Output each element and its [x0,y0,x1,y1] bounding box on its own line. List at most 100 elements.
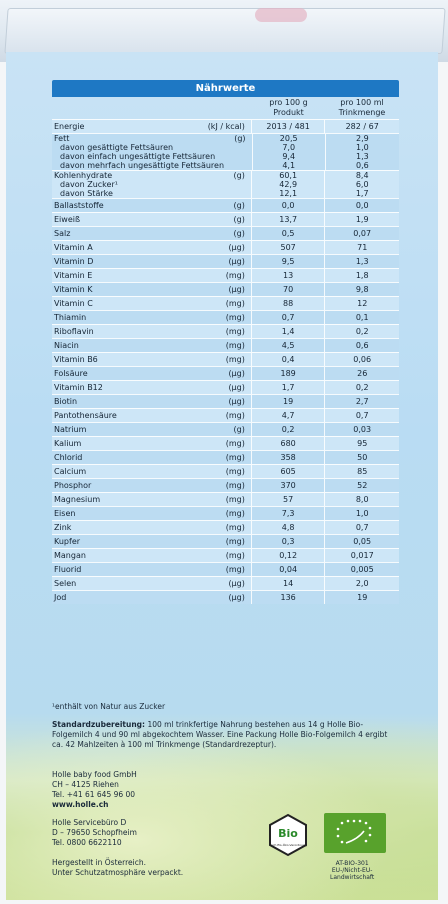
nutrient-row: Pantothensäure (mg) 4,7 0,7 [52,408,399,422]
nutrient-row: Eiweiß (g) 13,7 1,9 [52,212,399,226]
company-city: CH – 4125 Riehen [52,780,119,789]
value-per-100ml: 2,7 [324,395,399,408]
value-per-100ml: 1,8 [324,269,399,282]
cell-line: 680 [280,439,296,448]
subheader-spacer [52,97,252,119]
cell-line: 1,3 [356,152,369,161]
nutrient-unit: (µg) [203,577,251,590]
nutrient-name: Riboflavin [52,325,203,338]
col-header-per-100g: pro 100 g Produkt [252,97,325,119]
eu-stars-icon [336,819,372,844]
cell-line: 50 [357,453,368,462]
value-per-100ml: 8,0 [324,493,399,506]
cell-line: (mg) [225,411,245,420]
meadow-background [6,700,438,900]
cell-line: 95 [357,439,368,448]
col-header-line: Produkt [273,108,304,117]
cell-line: 4,1 [282,161,296,170]
value-per-100ml: 95 [324,437,399,450]
cell-line: 6,0 [355,180,369,189]
value-per-100g: 0,5 [250,227,325,240]
cell-line: 0,7 [355,523,369,532]
cell-line: Eiweiß [54,215,81,224]
cell-line: Folsäure [54,369,88,378]
value-per-100ml: 2,9 1,0 1,3 0,6 [324,134,399,170]
cell-line: 0,005 [350,565,374,574]
cell-line: 189 [280,369,296,378]
cell-line: 0,7 [281,313,295,322]
value-per-100ml: 0,2 [324,381,399,394]
cell-line: (g) [233,171,245,180]
cell-line: Niacin [54,341,79,350]
cell-line: (µg) [228,397,245,406]
nutrient-row: Biotin (µg) 19 2,7 [52,394,399,408]
nutrient-name: Fett davon gesättigte Fettsäuren davon ein… [52,134,224,170]
nutrient-name: Niacin [52,339,203,352]
nutrient-row: Vitamin E (mg) 13 1,8 [52,268,399,282]
preparation-text: Standardzubereitung: 100 ml trinkfertige… [52,720,397,750]
nutrient-name: Ballaststoffe [52,199,203,212]
nutrient-name: Salz [52,227,203,240]
cell-line: 0,5 [281,229,295,238]
value-per-100ml: 12 [324,297,399,310]
eu-agri-line2: Landwirtschaft [330,874,375,881]
nutrient-row: Niacin (mg) 4,5 0,6 [52,338,399,352]
cell-line: 9,4 [282,152,296,161]
nutrient-name: Vitamin B6 [52,353,203,366]
nutrient-name: Vitamin C [52,297,203,310]
cell-line: Selen [54,579,77,588]
nutrient-name: Fluorid [52,563,203,576]
preparation-body: 100 ml trinkfertige Nahrung bestehen aus… [52,720,388,749]
preparation-label: Standardzubereitung: [52,720,146,729]
nutrient-name: Thiamin [52,311,203,324]
nutrient-row: Kohlenhydrate davon Zucker¹ davon Stärke (g… [52,170,399,198]
cell-line: davon Stärke [60,189,113,198]
col-header-line: Trinkmenge [338,108,386,117]
nutrient-unit: (mg) [203,535,251,548]
cell-line: Riboflavin [54,327,94,336]
nutrient-name: Magnesium [52,493,203,506]
cell-line: Calcium [54,467,87,476]
nutrient-row: Fluorid (mg) 0,04 0,005 [52,562,399,576]
col-header-line: pro 100 ml [340,98,384,107]
cell-line: 7,0 [282,143,296,152]
cell-line: Chlorid [54,453,83,462]
nutrient-name: Vitamin E [52,269,203,282]
cell-line: davon gesättigte Fettsäuren [60,143,174,152]
cell-line: 0,2 [355,327,369,336]
nutrient-name: Energie [52,120,203,133]
cell-line: (g) [233,215,245,224]
cell-line: 42,9 [279,180,298,189]
box-top [0,0,448,62]
cell-line: 85 [357,467,368,476]
value-per-100g: 7,3 [250,507,325,520]
bio-seal-subtext: nach EG-Öko-Verordnung [269,842,307,847]
value-per-100ml: 0,7 [324,409,399,422]
value-per-100ml: 19 [324,591,399,604]
nutrient-name: Selen [52,577,203,590]
cell-line: (mg) [225,467,245,476]
nutrient-unit: (mg) [203,521,251,534]
value-per-100ml: 26 [324,367,399,380]
value-per-100ml: 0,06 [324,353,399,366]
nutrient-name: Kalium [52,437,203,450]
eu-organic-label: AT-BIO-301 EU-/Nicht-EU- Landwirtschaft [330,860,374,881]
cell-line: 1,7 [281,383,295,392]
nutrient-row: Chlorid (mg) 358 50 [52,450,399,464]
nutrient-row: Fett davon gesättigte Fettsäuren davon ein… [52,133,399,170]
table-subheader: pro 100 g Produkt pro 100 ml Trinkmenge [52,97,399,119]
value-per-100ml: 8,4 6,0 1,7 [324,171,399,198]
value-per-100g: 57 [250,493,325,506]
value-per-100g: 0,0 [250,199,325,212]
company-address: Holle baby food GmbH CH – 4125 Riehen Te… [52,770,137,810]
value-per-100g: 19 [250,395,325,408]
cell-line: (mg) [225,341,245,350]
nutrition-table: Nährwerte pro 100 g Produkt pro 100 ml Tri… [52,80,399,604]
cell-line: Vitamin B12 [54,383,103,392]
value-per-100ml: 0,05 [324,535,399,548]
cell-line: 0,1 [355,313,369,322]
nutrient-row: Vitamin B12 (µg) 1,7 0,2 [52,380,399,394]
cell-line: 282 / 67 [345,122,379,131]
cell-line: Fluorid [54,565,82,574]
